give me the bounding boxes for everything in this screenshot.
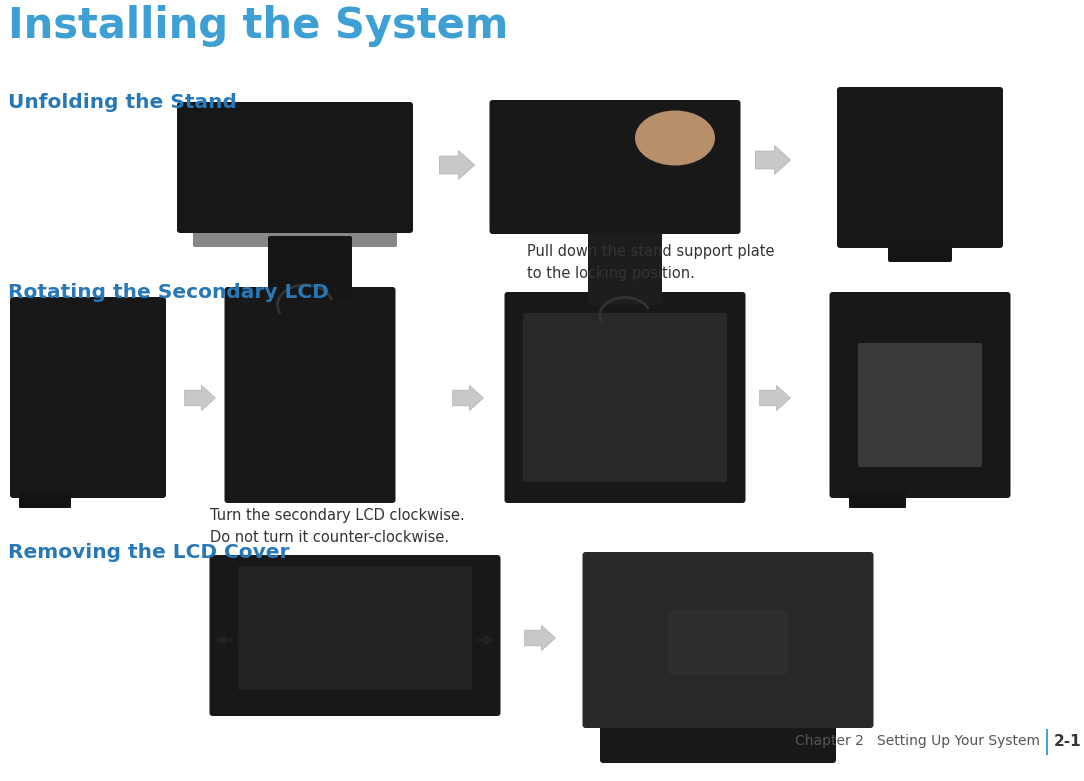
FancyBboxPatch shape	[601, 607, 836, 763]
FancyBboxPatch shape	[504, 292, 746, 503]
FancyBboxPatch shape	[20, 491, 70, 508]
Polygon shape	[439, 151, 475, 180]
Text: 2-1: 2-1	[1054, 733, 1082, 748]
Polygon shape	[525, 626, 555, 651]
Polygon shape	[453, 385, 483, 411]
Ellipse shape	[635, 110, 715, 166]
FancyBboxPatch shape	[209, 555, 501, 716]
Polygon shape	[760, 385, 790, 411]
FancyBboxPatch shape	[588, 233, 662, 305]
Text: Unfolding the Stand: Unfolding the Stand	[8, 93, 237, 112]
FancyBboxPatch shape	[268, 236, 352, 300]
FancyBboxPatch shape	[668, 610, 788, 675]
FancyBboxPatch shape	[859, 343, 982, 467]
FancyBboxPatch shape	[582, 552, 874, 728]
Text: Chapter 2   Setting Up Your System: Chapter 2 Setting Up Your System	[795, 734, 1040, 748]
FancyBboxPatch shape	[522, 313, 727, 482]
Text: Installing the System: Installing the System	[8, 5, 508, 47]
FancyBboxPatch shape	[10, 297, 166, 498]
Text: Removing the LCD Cover: Removing the LCD Cover	[8, 543, 289, 562]
FancyBboxPatch shape	[829, 292, 1010, 498]
Polygon shape	[184, 385, 216, 411]
Polygon shape	[756, 145, 790, 174]
FancyBboxPatch shape	[888, 240, 952, 262]
FancyBboxPatch shape	[837, 87, 1003, 248]
Text: Rotating the Secondary LCD: Rotating the Secondary LCD	[8, 283, 328, 302]
FancyBboxPatch shape	[849, 492, 906, 508]
Text: Turn the secondary LCD clockwise.
Do not turn it counter-clockwise.: Turn the secondary LCD clockwise. Do not…	[210, 508, 465, 545]
FancyBboxPatch shape	[193, 225, 397, 247]
FancyBboxPatch shape	[238, 566, 472, 690]
FancyBboxPatch shape	[490, 100, 740, 234]
Text: Pull down the stand support plate
to the locking position.: Pull down the stand support plate to the…	[527, 244, 774, 281]
FancyBboxPatch shape	[177, 102, 413, 233]
FancyBboxPatch shape	[224, 287, 396, 503]
